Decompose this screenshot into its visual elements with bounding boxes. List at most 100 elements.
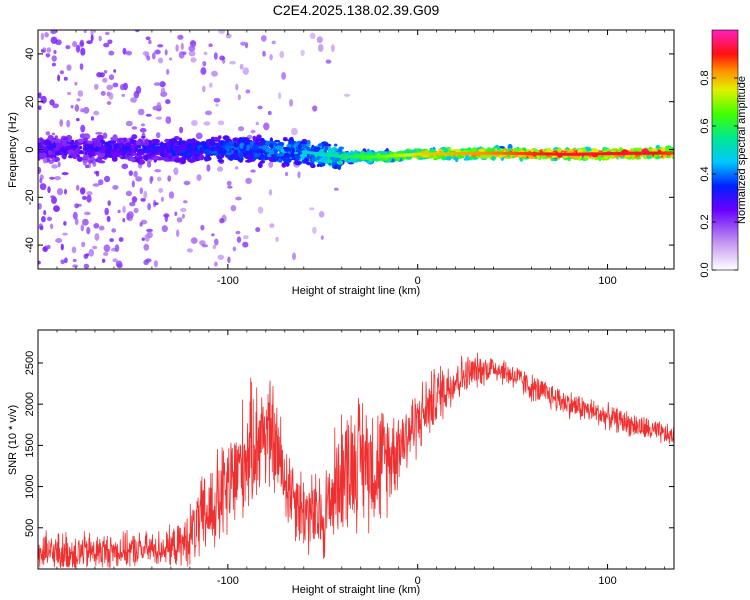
heatmap-cell — [277, 141, 285, 146]
heatmap-cell — [270, 154, 279, 157]
heatmap-cell — [187, 148, 192, 155]
heatmap-cell — [138, 156, 142, 160]
heatmap-cell — [106, 101, 112, 105]
heatmap-cell — [235, 230, 241, 235]
heatmap-cell — [86, 134, 91, 138]
heatmap-cell — [267, 110, 272, 116]
heatmap-cell — [333, 143, 338, 147]
heatmap-cell — [218, 30, 226, 34]
heatmap-cell — [153, 150, 157, 154]
heatmap-cell — [48, 134, 53, 141]
heatmap-cell — [53, 50, 57, 54]
heatmap-cell — [238, 152, 244, 158]
heatmap-cell — [90, 30, 94, 37]
heatmap-cell — [243, 235, 249, 240]
heatmap-cell — [51, 132, 56, 136]
heatmap-cell — [309, 207, 315, 211]
heatmap-cell — [334, 187, 339, 191]
heatmap-cell — [92, 161, 97, 167]
heatmap-cell — [46, 47, 52, 53]
heatmap-cell — [112, 152, 121, 158]
heatmap-cell — [153, 82, 161, 86]
heatmap-cell — [200, 224, 205, 231]
heatmap-cell — [39, 225, 44, 231]
heatmap-cell — [142, 141, 149, 146]
heatmap-cell — [137, 108, 145, 116]
heatmap-cell — [312, 105, 318, 112]
heatmap-cell — [316, 164, 320, 167]
x-tick-label: -100 — [217, 275, 239, 287]
heatmap-cell — [234, 142, 238, 147]
heatmap-cell — [54, 135, 58, 139]
heatmap-cell — [82, 218, 89, 226]
heatmap-cell — [168, 191, 175, 199]
heatmap-cell — [281, 162, 287, 168]
heatmap-cell — [72, 211, 78, 220]
heatmap-cell — [47, 186, 51, 194]
heatmap-cell — [80, 47, 86, 56]
heatmap-cell — [212, 150, 218, 154]
heatmap-cell — [64, 257, 68, 264]
heatmap-cell — [169, 140, 176, 143]
heatmap-cell — [232, 246, 237, 252]
heatmap-cell — [103, 252, 109, 256]
heatmap-cell — [104, 175, 111, 183]
heatmap-cell — [237, 94, 241, 101]
heatmap-cell — [53, 205, 60, 213]
heatmap-cell — [166, 68, 170, 75]
heatmap-cell — [74, 203, 79, 209]
heatmap-cell — [45, 53, 51, 58]
heatmap-cell — [213, 147, 219, 151]
heatmap-cell — [268, 156, 273, 162]
heatmap-cell — [96, 72, 102, 78]
heatmap-cell — [321, 155, 328, 162]
colorbar-tick-label: 0.2 — [699, 214, 711, 229]
colorbar-tick-label: 0.8 — [699, 70, 711, 85]
heatmap-cell — [92, 183, 100, 187]
heatmap-cell — [179, 144, 187, 151]
heatmap-cell — [181, 213, 185, 219]
heatmap-cell — [85, 164, 89, 169]
heatmap-cell — [43, 210, 47, 216]
heatmap-cell — [320, 235, 324, 240]
heatmap-cell — [114, 244, 120, 253]
heatmap-cell — [633, 147, 641, 151]
heatmap-cell — [299, 153, 308, 158]
heatmap-cell — [309, 32, 316, 40]
heatmap-cell — [63, 221, 67, 226]
heatmap-cell — [162, 91, 168, 97]
heatmap-cell — [268, 161, 274, 168]
heatmap-cell — [39, 183, 47, 191]
heatmap-cell — [315, 146, 321, 151]
heatmap-cell — [546, 147, 552, 154]
heatmap-cell — [252, 144, 259, 151]
heatmap-cell — [467, 149, 476, 153]
heatmap-cell — [252, 135, 257, 142]
heatmap-cell — [116, 137, 125, 144]
heatmap-cell — [258, 155, 265, 159]
heatmap-cell — [219, 218, 225, 224]
heatmap-cell — [269, 223, 275, 228]
heatmap-cell — [199, 147, 203, 153]
heatmap-cell — [76, 98, 81, 102]
heatmap-cell — [77, 138, 84, 143]
heatmap-cell — [164, 139, 169, 143]
heatmap-cell — [135, 30, 140, 33]
heatmap-cell — [46, 244, 51, 250]
heatmap-cell — [154, 49, 161, 55]
heatmap-cell — [289, 99, 294, 107]
heatmap-cell — [442, 155, 446, 161]
heatmap-cell — [129, 157, 136, 162]
heatmap-cell — [279, 50, 285, 59]
heatmap-cell — [253, 152, 260, 158]
heatmap-cell — [112, 82, 119, 88]
heatmap-cell — [275, 236, 279, 242]
heatmap-cell — [444, 147, 448, 154]
heatmap-cell — [50, 195, 56, 199]
heatmap-cell — [116, 263, 123, 269]
heatmap-cell — [79, 39, 85, 47]
heatmap-cell — [312, 226, 317, 234]
heatmap-cell — [211, 70, 218, 77]
heatmap-cell — [146, 228, 153, 233]
heatmap-cell — [147, 202, 152, 211]
